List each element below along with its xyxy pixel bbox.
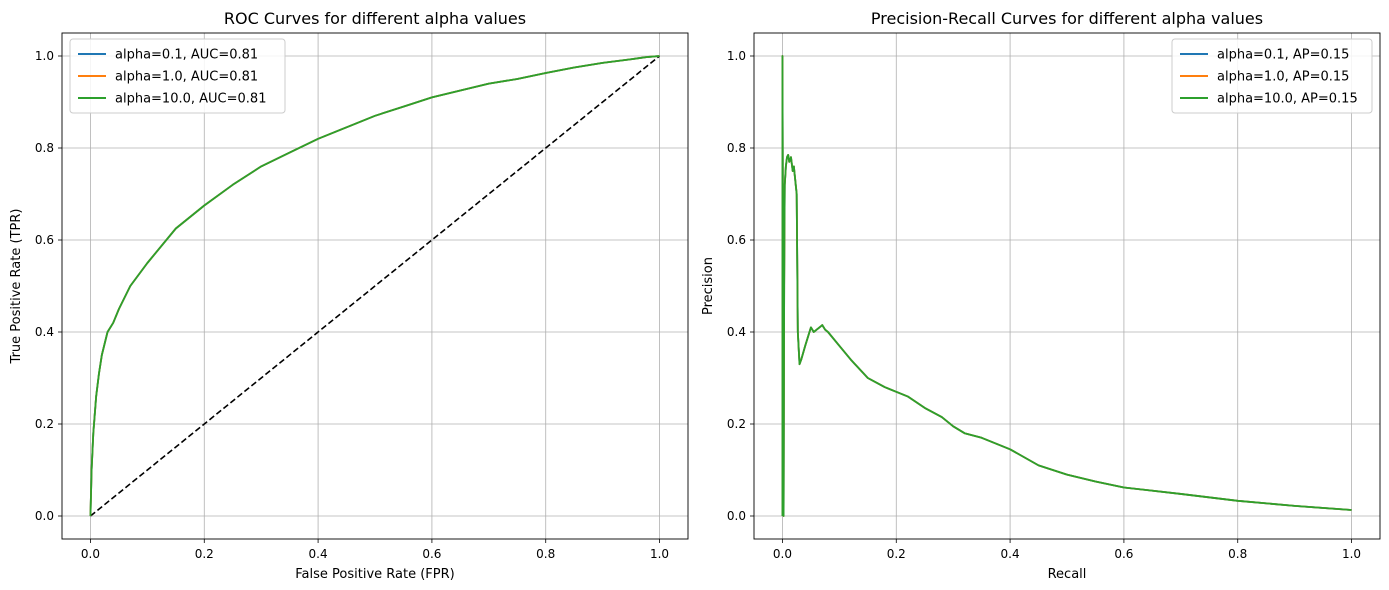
x-tick-label: 0.4 (309, 547, 328, 561)
series-line-3 (781, 55, 1352, 517)
x-tick-label: 0.2 (887, 547, 906, 561)
x-tick-label: 0.8 (536, 547, 555, 561)
y-tick-label: 0.0 (727, 509, 746, 523)
legend-entry-label: alpha=10.0, AUC=0.81 (115, 92, 266, 107)
legend: alpha=0.1, AP=0.15 alpha=1.0, AP=0.15 alph… (1171, 38, 1373, 114)
x-tick-label: 1.0 (650, 547, 669, 561)
axes-frame (753, 32, 1381, 540)
x-tick-label: 1.0 (1342, 547, 1361, 561)
y-tick-label: 1.0 (35, 49, 54, 63)
y-tick-label: 0.8 (35, 141, 54, 155)
legend-entry-label: alpha=10.0, AP=0.15 (1217, 92, 1358, 107)
y-tick-label: 0.4 (35, 325, 54, 339)
reference-diagonal-line (89, 55, 661, 517)
axes-frame (61, 32, 689, 540)
subplot-2: 0.0 0.2 0.4 0.6 0.8 1.0 0.0 0.2 0.4 0.6 0.8 1.0 Prec… (701, 9, 1381, 582)
subplot-1: 0.0 0.2 0.4 0.6 0.8 1.0 0.0 0.2 0.4 0.6 0.8 1.0 ROC … (9, 9, 689, 582)
x-tick-label: 0.6 (422, 547, 441, 561)
y-axis-label: Precision (701, 257, 716, 315)
x-tick-label: 0.6 (1114, 547, 1133, 561)
y-tick-label: 0.2 (727, 417, 746, 431)
y-tick-label: 0.8 (727, 141, 746, 155)
y-axis-label: True Positive Rate (TPR) (9, 209, 24, 365)
x-tick-label: 0.8 (1228, 547, 1247, 561)
legend-entry-label: alpha=1.0, AUC=0.81 (115, 70, 258, 85)
y-tick-label: 0.0 (35, 509, 54, 523)
y-tick-label: 0.6 (727, 233, 746, 247)
y-tick-label: 0.2 (35, 417, 54, 431)
legend-box (1171, 38, 1373, 114)
legend: alpha=0.1, AUC=0.81 alpha=1.0, AUC=0.81 al… (69, 38, 286, 114)
y-tick-label: 0.6 (35, 233, 54, 247)
y-tick-label: 1.0 (727, 49, 746, 63)
chart-title: ROC Curves for different alpha values (224, 9, 526, 28)
x-tick-label: 0.4 (1001, 547, 1020, 561)
series-line-2 (781, 55, 1352, 517)
legend-box (69, 38, 286, 114)
series-line-1 (781, 55, 1352, 517)
y-tick-label: 0.4 (727, 325, 746, 339)
series-line-3 (89, 55, 660, 517)
x-axis-label: False Positive Rate (FPR) (295, 567, 454, 582)
legend-entry-label: alpha=0.1, AP=0.15 (1217, 48, 1349, 63)
x-tick-label: 0.2 (195, 547, 214, 561)
x-axis-label: Recall (1048, 567, 1087, 582)
legend-entry-label: alpha=1.0, AP=0.15 (1217, 70, 1349, 85)
x-tick-label: 0.0 (773, 547, 792, 561)
chart-title: Precision-Recall Curves for different al… (871, 9, 1263, 28)
x-tick-label: 0.0 (81, 547, 100, 561)
legend-entry-label: alpha=0.1, AUC=0.81 (115, 48, 258, 63)
